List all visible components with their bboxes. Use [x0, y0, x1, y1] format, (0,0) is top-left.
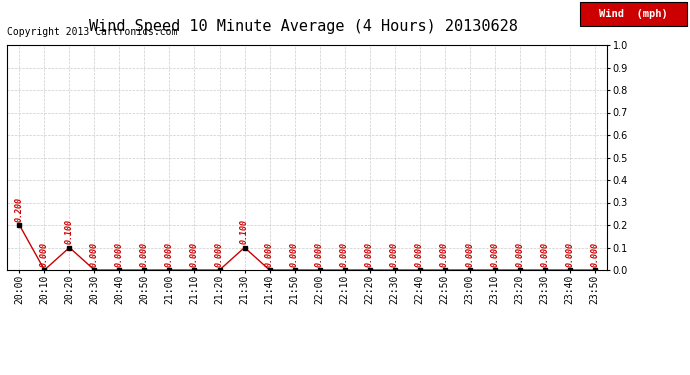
Text: 0.000: 0.000 — [290, 242, 299, 267]
Text: 0.000: 0.000 — [340, 242, 349, 267]
Text: 0.200: 0.200 — [15, 196, 24, 222]
Text: 0.000: 0.000 — [590, 242, 599, 267]
Text: 0.000: 0.000 — [565, 242, 574, 267]
Text: 0.000: 0.000 — [165, 242, 174, 267]
Text: 0.000: 0.000 — [440, 242, 449, 267]
Text: 0.100: 0.100 — [240, 219, 249, 244]
Text: 0.000: 0.000 — [115, 242, 124, 267]
Text: 0.000: 0.000 — [315, 242, 324, 267]
Text: Wind Speed 10 Minute Average (4 Hours) 20130628: Wind Speed 10 Minute Average (4 Hours) 2… — [89, 19, 518, 34]
Text: 0.000: 0.000 — [265, 242, 274, 267]
Text: 0.000: 0.000 — [490, 242, 499, 267]
Text: 0.000: 0.000 — [465, 242, 474, 267]
Text: 0.100: 0.100 — [65, 219, 74, 244]
Text: 0.000: 0.000 — [40, 242, 49, 267]
Text: 0.000: 0.000 — [215, 242, 224, 267]
Text: 0.000: 0.000 — [415, 242, 424, 267]
Text: 0.000: 0.000 — [365, 242, 374, 267]
Text: 0.000: 0.000 — [390, 242, 399, 267]
Text: 0.000: 0.000 — [140, 242, 149, 267]
Text: Copyright 2013 Cartronics.com: Copyright 2013 Cartronics.com — [7, 27, 177, 37]
Text: 0.000: 0.000 — [90, 242, 99, 267]
Text: Wind  (mph): Wind (mph) — [599, 9, 668, 19]
Text: 0.000: 0.000 — [540, 242, 549, 267]
Text: 0.000: 0.000 — [515, 242, 524, 267]
Text: 0.000: 0.000 — [190, 242, 199, 267]
